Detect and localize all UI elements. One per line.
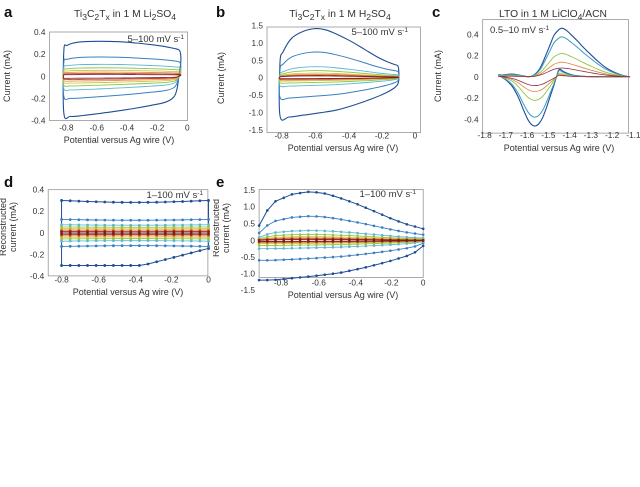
- svg-text:-0.4: -0.4: [31, 116, 46, 126]
- svg-text:5–100 mV s-1: 5–100 mV s-1: [352, 27, 409, 39]
- svg-text:-0.8: -0.8: [59, 123, 74, 133]
- svg-text:-0.2: -0.2: [384, 278, 399, 288]
- svg-text:-0.2: -0.2: [31, 94, 46, 104]
- svg-text:1.0: 1.0: [251, 38, 263, 48]
- svg-text:0: 0: [258, 72, 263, 82]
- svg-text:Potential versus Ag wire (V): Potential versus Ag wire (V): [288, 143, 399, 153]
- svg-text:Current (mA): Current (mA): [216, 52, 226, 104]
- svg-text:-0.6: -0.6: [92, 275, 107, 285]
- svg-text:-0.2: -0.2: [30, 250, 45, 260]
- svg-text:-1.4: -1.4: [562, 130, 577, 140]
- svg-text:1.0: 1.0: [243, 202, 255, 212]
- svg-text:current (mA): current (mA): [8, 202, 18, 252]
- svg-text:-0.4: -0.4: [342, 131, 357, 141]
- svg-text:0.2: 0.2: [34, 49, 46, 59]
- svg-text:0.4: 0.4: [34, 27, 46, 37]
- svg-text:-0.2: -0.2: [164, 275, 179, 285]
- svg-text:Potential versus Ag wire (V): Potential versus Ag wire (V): [504, 143, 615, 153]
- svg-text:0.5: 0.5: [251, 56, 263, 66]
- svg-text:0.5: 0.5: [243, 219, 255, 229]
- svg-text:0: 0: [421, 278, 426, 288]
- svg-text:0: 0: [474, 72, 479, 82]
- svg-text:Reconstructed: Reconstructed: [0, 198, 8, 256]
- svg-text:-0.5: -0.5: [241, 252, 256, 262]
- svg-text:-0.5: -0.5: [249, 90, 264, 100]
- svg-text:0.2: 0.2: [467, 51, 479, 61]
- svg-text:-0.6: -0.6: [308, 131, 323, 141]
- svg-text:0.4: 0.4: [33, 185, 45, 195]
- svg-text:0.5–10 mV s-1: 0.5–10 mV s-1: [490, 25, 550, 37]
- svg-text:0.2: 0.2: [33, 206, 45, 216]
- svg-text:-1.7: -1.7: [499, 130, 514, 140]
- svg-text:-1.6: -1.6: [520, 130, 535, 140]
- svg-text:1.5: 1.5: [243, 185, 255, 195]
- svg-text:-0.6: -0.6: [312, 278, 327, 288]
- svg-text:-1.5: -1.5: [249, 125, 264, 135]
- svg-text:Reconstructed: Reconstructed: [213, 199, 221, 257]
- svg-text:-1.0: -1.0: [249, 107, 264, 117]
- svg-text:0.4: 0.4: [467, 29, 479, 39]
- svg-text:0: 0: [250, 236, 255, 246]
- svg-text:-1.8: -1.8: [477, 130, 492, 140]
- svg-text:Potential versus Ag wire (V): Potential versus Ag wire (V): [288, 290, 399, 300]
- svg-text:0: 0: [413, 131, 418, 141]
- svg-text:-0.4: -0.4: [464, 114, 479, 124]
- svg-text:current (mA): current (mA): [221, 203, 231, 253]
- svg-text:-0.4: -0.4: [349, 278, 364, 288]
- svg-text:0: 0: [41, 71, 46, 81]
- svg-text:Current (mA): Current (mA): [433, 50, 443, 102]
- svg-text:Potential versus Ag wire (V): Potential versus Ag wire (V): [73, 287, 184, 297]
- svg-text:-0.4: -0.4: [30, 271, 45, 281]
- svg-text:0: 0: [185, 123, 190, 133]
- svg-text:-1.3: -1.3: [584, 130, 599, 140]
- svg-text:-0.2: -0.2: [464, 93, 479, 103]
- svg-text:-0.2: -0.2: [150, 123, 165, 133]
- svg-text:-1.2: -1.2: [605, 130, 620, 140]
- svg-text:-0.8: -0.8: [54, 275, 69, 285]
- svg-text:0: 0: [40, 228, 45, 238]
- svg-text:1–100 mV s-1: 1–100 mV s-1: [360, 189, 417, 201]
- svg-text:1–100 mV s-1: 1–100 mV s-1: [147, 190, 204, 202]
- svg-text:-1.5: -1.5: [541, 130, 556, 140]
- svg-text:1.5: 1.5: [251, 21, 263, 31]
- svg-text:-0.4: -0.4: [120, 123, 135, 133]
- svg-text:-0.6: -0.6: [90, 123, 105, 133]
- svg-text:-1.1: -1.1: [626, 130, 640, 140]
- svg-text:-0.2: -0.2: [375, 131, 390, 141]
- svg-text:-0.4: -0.4: [129, 275, 144, 285]
- svg-text:-0.8: -0.8: [274, 131, 289, 141]
- svg-text:Potential versus Ag wire (V): Potential versus Ag wire (V): [64, 135, 175, 145]
- svg-text:0: 0: [206, 275, 211, 285]
- svg-text:Current (mA): Current (mA): [2, 50, 12, 102]
- svg-text:-1.0: -1.0: [241, 269, 256, 279]
- svg-text:-1.5: -1.5: [241, 285, 256, 295]
